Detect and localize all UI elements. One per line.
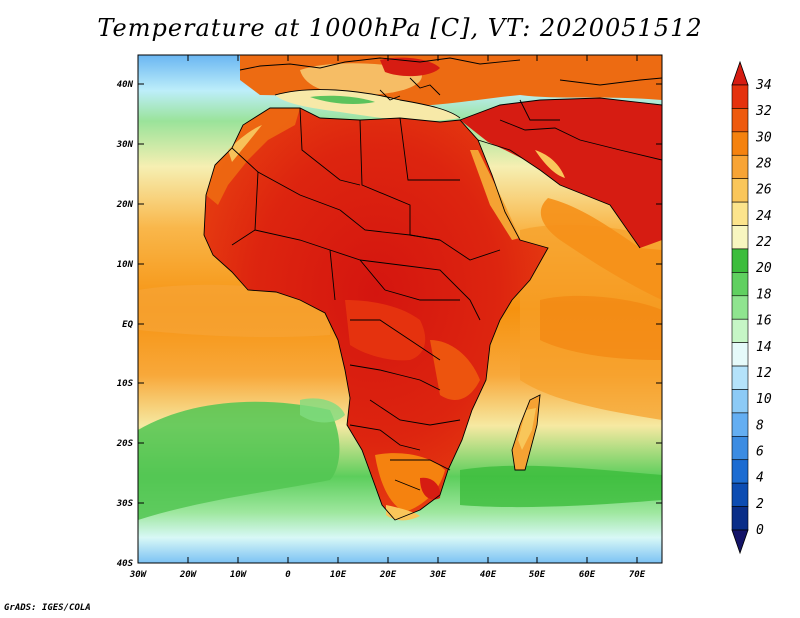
colorbar-label: 2 [756, 497, 764, 512]
colorbar-swatch [731, 84, 749, 109]
colorbar-label: 8 [756, 418, 764, 433]
temperature-field [138, 55, 662, 563]
colorbar-swatch [731, 389, 749, 414]
colorbar-swatch [731, 436, 749, 461]
lat-label-10n: 10N [117, 260, 134, 270]
colorbar-label: 0 [756, 523, 764, 538]
lat-label-40s: 40S [117, 559, 134, 569]
lon-label-50e: 50E [529, 570, 546, 580]
colorbar-swatch [731, 225, 749, 250]
colorbar-label: 14 [756, 340, 772, 355]
colorbar-label: 34 [755, 78, 772, 93]
colorbar-label: 12 [756, 366, 772, 381]
colorbar-label: 28 [756, 157, 772, 172]
colorbar-label: 4 [756, 471, 764, 486]
lat-label-40n: 40N [117, 80, 134, 90]
arrow-down-icon [731, 529, 749, 555]
colorbar-swatch [731, 506, 749, 531]
lat-label-20s: 20S [116, 439, 134, 449]
lat-label-30s: 30S [116, 499, 134, 509]
lon-label-30w: 30W [129, 570, 148, 580]
colorbar-swatch [731, 108, 749, 133]
map-title: Temperature at 1000hPa [C], VT: 20200515… [97, 14, 703, 42]
colorbar-label: 26 [756, 183, 772, 198]
lon-label-40e: 40E [480, 570, 497, 580]
credit-text: GrADS: IGES/COLA [4, 603, 91, 613]
lon-label-20w: 20W [179, 570, 198, 580]
lon-label-20e: 20E [379, 570, 397, 580]
colorbar-label: 6 [756, 444, 764, 459]
colorbar-swatch [731, 131, 749, 156]
lat-label-20n: 20N [116, 200, 134, 210]
colorbar-swatch [731, 201, 749, 226]
colorbar-label: 10 [756, 392, 772, 407]
colorbar-label: 24 [756, 209, 772, 224]
colorbar-swatch [731, 412, 749, 437]
lat-label-30n: 30N [116, 140, 134, 150]
colorbar-label: 16 [756, 314, 772, 329]
lon-label-60e: 60E [579, 570, 596, 580]
colorbar-swatch [731, 482, 749, 507]
colorbar-swatch [731, 342, 749, 367]
lon-label-10w: 10W [230, 570, 248, 580]
lat-label-10s: 10S [117, 379, 134, 389]
colorbar-label: 20 [756, 261, 772, 276]
lon-label-10e: 10E [330, 570, 347, 580]
arrow-up-icon [731, 60, 749, 86]
colorbar-swatch [731, 318, 749, 343]
colorbar-swatch [731, 178, 749, 203]
lon-label-30e: 30E [429, 570, 447, 580]
colorbar-swatch [731, 295, 749, 320]
colorbar-swatch [731, 272, 749, 297]
axis-ticks [138, 55, 662, 563]
colorbar-swatch [731, 365, 749, 390]
map-frame [137, 54, 663, 564]
colorbar-swatch [731, 154, 749, 179]
colorbar-swatch [731, 459, 749, 484]
colorbar-label: 32 [755, 104, 772, 119]
lon-label-0: 0 [285, 570, 291, 580]
colorbar-label: 18 [756, 287, 772, 302]
colorbar-label: 22 [756, 235, 772, 250]
colorbar-label: 30 [755, 130, 772, 145]
lat-label-eq: EQ [122, 320, 133, 330]
country-boundaries [203, 57, 662, 521]
colorbar-swatch [731, 248, 749, 273]
lon-label-70e: 70E [629, 570, 646, 580]
